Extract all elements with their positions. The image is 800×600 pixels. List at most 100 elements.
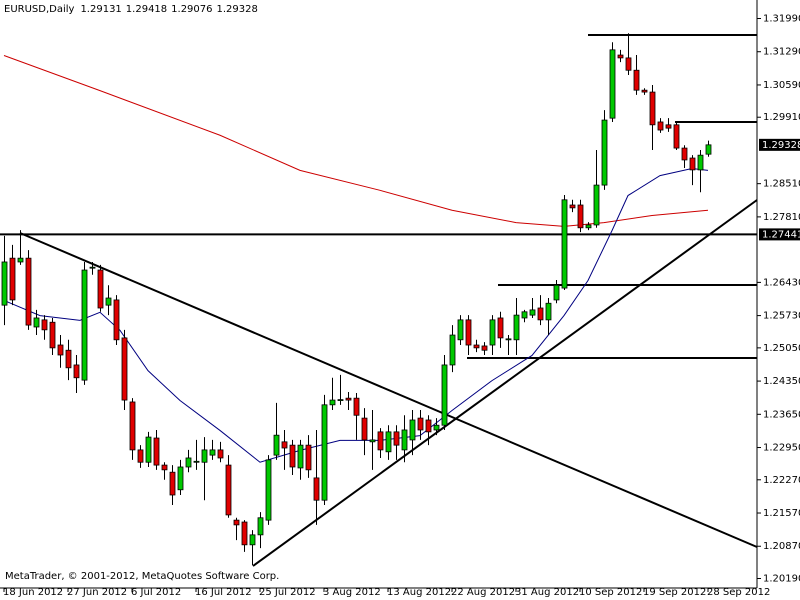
candle-body	[177, 466, 184, 491]
candle-body	[473, 344, 480, 349]
candle-body	[129, 401, 136, 451]
watermark: MetaTrader, © 2001-2012, MetaQuotes Soft…	[5, 571, 279, 582]
x-tick-label: 27 Jun 2012	[67, 587, 127, 598]
candle-body	[97, 269, 104, 309]
candle-body	[697, 154, 704, 171]
candle-body	[433, 424, 440, 431]
candle-body	[385, 431, 392, 453]
candle-body	[577, 204, 584, 229]
y-tick-label: 1.20190	[763, 574, 800, 585]
candle-body	[145, 436, 152, 463]
y-tick-label: 1.28510	[763, 179, 800, 190]
y-tick-label: 1.26430	[763, 277, 800, 288]
close-value: 1.29328	[217, 4, 258, 15]
candle-body	[105, 297, 112, 306]
candle-body	[353, 397, 360, 416]
y-tick-label: 1.31290	[763, 47, 800, 58]
y-tick-label: 1.20870	[763, 541, 800, 552]
y-tick-label: 1.23650	[763, 409, 800, 420]
candle-body	[449, 334, 456, 366]
candle-body	[441, 364, 448, 426]
candle-body	[409, 419, 416, 441]
candle-body	[585, 224, 592, 229]
candle-body	[281, 441, 288, 449]
x-tick-label: 6 Jul 2012	[131, 587, 181, 598]
candle-body	[273, 434, 280, 456]
candle-body	[609, 49, 616, 119]
candle-body	[305, 444, 312, 471]
y-tick-label: 1.24350	[763, 376, 800, 387]
high-value: 1.29418	[126, 4, 167, 15]
candle-body	[289, 444, 296, 468]
candle-body	[225, 464, 232, 516]
candle-body	[193, 460, 200, 463]
candle-body	[377, 431, 384, 451]
candle-body	[201, 449, 208, 463]
y-tick-label: 1.27810	[763, 212, 800, 223]
candle-body	[641, 89, 648, 93]
candle-body	[233, 519, 240, 526]
candle-body	[241, 521, 248, 546]
candle-body	[657, 121, 664, 131]
candle-body	[25, 257, 32, 326]
candle-body	[481, 345, 488, 351]
x-tick-label: 18 Jun 2012	[3, 587, 63, 598]
candle-body	[137, 449, 144, 463]
y-tick-label: 1.22950	[763, 443, 800, 454]
candle-body	[57, 344, 64, 356]
candle-body	[297, 444, 304, 469]
y-tick-label: 1.21570	[763, 508, 800, 519]
candle-body	[265, 459, 272, 521]
candle-body	[81, 269, 88, 381]
y-tick-label: 1.29910	[763, 112, 800, 123]
drawn-objects	[19, 34, 758, 567]
level-price-label: 1.27441	[762, 229, 800, 240]
candle-body	[593, 184, 600, 226]
candle-body	[17, 257, 24, 263]
y-tick-label: 1.22270	[763, 475, 800, 486]
candle-body	[257, 517, 264, 536]
candle-body	[513, 314, 520, 341]
candle-body	[337, 399, 344, 401]
symbol: EURUSD,Daily	[4, 4, 75, 15]
candle-body	[401, 429, 408, 451]
candle-body	[633, 69, 640, 91]
candle-body	[121, 337, 128, 401]
candle-body	[209, 449, 216, 456]
x-tick-label: 22 Aug 2012	[451, 587, 515, 598]
x-tick-label: 10 Sep 2012	[579, 587, 642, 598]
candle-body	[153, 437, 160, 466]
candle-body	[73, 364, 80, 379]
candle-body	[681, 147, 688, 161]
candle-body	[705, 144, 712, 155]
candle-body	[617, 54, 624, 59]
candle-body	[169, 471, 176, 496]
candle-body	[393, 431, 400, 446]
y-tick-label: 1.25730	[763, 311, 800, 322]
candle-body	[673, 124, 680, 149]
x-tick-label: 25 Jul 2012	[259, 587, 316, 598]
candle-body	[497, 317, 504, 339]
current-price-label: 1.29328	[762, 140, 800, 151]
candle-body	[521, 311, 528, 319]
x-tick-label: 3 Aug 2012	[323, 587, 381, 598]
candle-body	[425, 419, 432, 433]
moving-average	[3, 55, 709, 227]
level-price-label-box	[759, 228, 800, 241]
trend-line	[252, 199, 758, 567]
candle-body	[361, 417, 368, 441]
candle-body	[369, 439, 376, 443]
candle-body	[505, 338, 512, 341]
y-tick-label: 1.30590	[763, 80, 800, 91]
x-tick-label: 13 Aug 2012	[387, 587, 451, 598]
trend-line	[19, 232, 758, 548]
candle-body	[457, 319, 464, 341]
candle-body	[601, 119, 608, 186]
candle-body	[489, 319, 496, 346]
candle-body	[113, 299, 120, 341]
chart-header: EURUSD,Daily 1.29131 1.29418 1.29076 1.29328	[4, 4, 258, 15]
candle-body	[49, 321, 56, 349]
candle-body	[417, 417, 424, 431]
